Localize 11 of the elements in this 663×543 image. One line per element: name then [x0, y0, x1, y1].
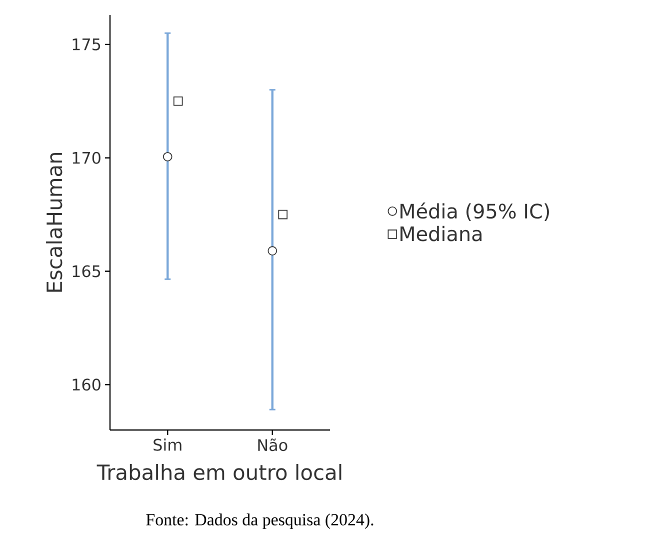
y-tick-label: 175	[72, 38, 100, 50]
y-axis-title: EscalaHuman	[46, 152, 62, 292]
legend-label: Mediana	[400, 226, 482, 242]
x-axis-title: Trabalha em outro local	[96, 464, 342, 480]
y-tick-label: 165	[72, 265, 100, 278]
legend-label: Média (95% IC)	[400, 202, 549, 222]
y-tick-label: 160	[72, 378, 100, 391]
x-tick-label: Sim	[154, 438, 182, 451]
source-note: Fonte: Dados da pesquisa (2024).	[146, 514, 374, 529]
y-tick-label: 170	[72, 152, 100, 164]
x-tick-label: Não	[258, 438, 288, 452]
